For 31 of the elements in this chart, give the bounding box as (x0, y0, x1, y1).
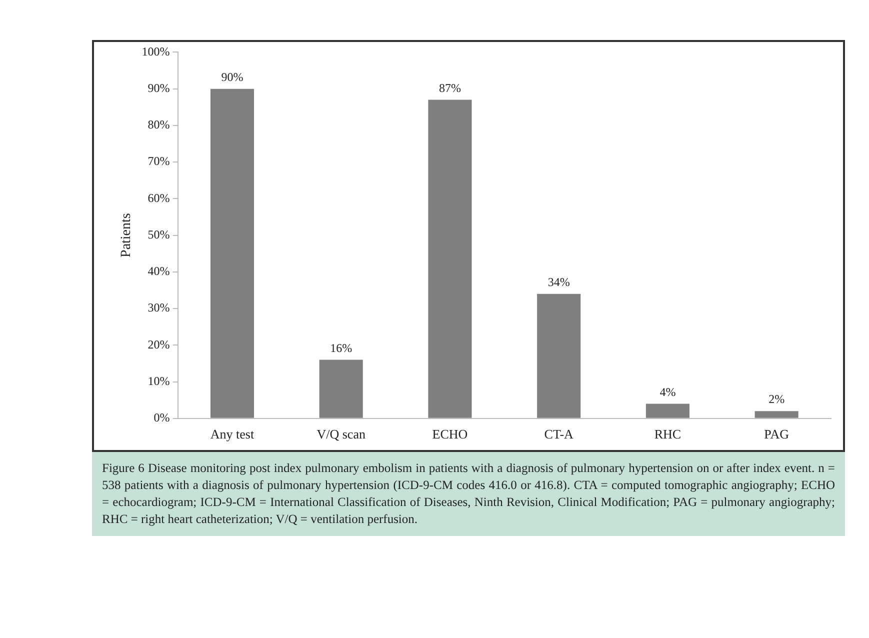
y-axis-title: Patients (119, 213, 134, 258)
bar (319, 360, 363, 418)
y-tick-label: 80% (148, 118, 170, 132)
y-tick-label: 20% (148, 337, 170, 352)
data-label: 2% (768, 392, 785, 406)
y-tick-label: 60% (148, 190, 170, 205)
y-tick-label: 100% (142, 44, 170, 58)
bar (210, 88, 254, 418)
data-label: 4% (660, 384, 676, 399)
data-label: 90% (221, 70, 244, 84)
bar (428, 100, 472, 418)
x-tick-label: CT-A (544, 426, 574, 442)
bar (646, 404, 690, 418)
y-tick-label: 90% (148, 80, 170, 95)
y-tick-label: 50% (148, 227, 170, 242)
data-label: 87% (438, 80, 461, 95)
x-tick-label: ECHO (432, 426, 468, 442)
x-tick-label: Any test (210, 426, 254, 442)
y-tick-label: 70% (148, 154, 170, 168)
y-tick-label: 10% (148, 374, 170, 388)
y-tick-label: 40% (148, 264, 170, 278)
x-tick-label: RHC (654, 426, 682, 442)
x-tick-label: V/Q scan (316, 426, 366, 442)
data-label: 34% (548, 275, 570, 290)
bar (537, 294, 581, 418)
y-tick-label: 0% (154, 410, 170, 425)
bar (754, 411, 798, 418)
data-label: 16% (330, 340, 352, 355)
caption: Figure 6 Disease monitoring post index pulmonary embolism in patients with a diagnosis of pulmonary hypertension on or after index event. n = 538 patients with a diagnosis of pulmonary hypertension (ICD-9-CM codes 416.0 or 416.8). CTA = computed tomographic angiography; ECHO = echocardiogram; ICD-9-CM = International Classification of Diseases, Ninth Revision, Clinical Modification; PAG = pulmonary angiography; RHC = right heart catheterization; V/Q = ventilation perfusion. (102, 460, 835, 528)
y-tick-label: 30% (148, 300, 170, 315)
x-tick-label: PAG (764, 426, 789, 442)
